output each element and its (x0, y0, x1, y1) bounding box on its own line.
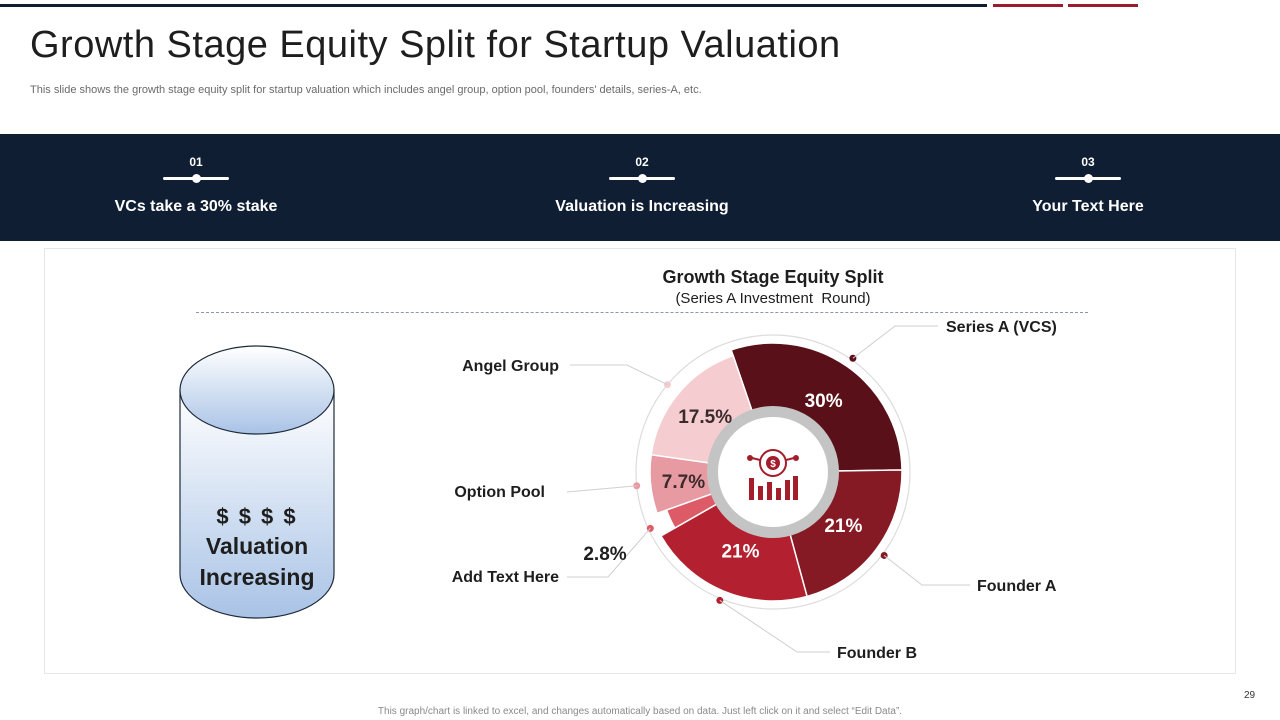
top-accent-bar-red (993, 4, 1063, 7)
chart-outer-ring (635, 334, 911, 610)
step-marker-dot (638, 174, 647, 183)
slice-category-label: Founder B (837, 645, 917, 662)
slice-value-label: 7.7% (662, 472, 705, 493)
cylinder-dollars: $ $ $ $ (216, 504, 298, 529)
step-label: Valuation is Increasing (555, 198, 729, 215)
slice-value-label: 21% (824, 516, 862, 537)
step-marker-dot (192, 174, 201, 183)
page-title: Growth Stage Equity Split for Startup Va… (30, 24, 841, 66)
leader-line (852, 325, 938, 359)
slice-value-label: 17.5% (678, 407, 732, 428)
slice-value-label: 30% (805, 391, 843, 412)
step-number: 02 (635, 155, 649, 169)
step-label: Your Text Here (1032, 198, 1144, 215)
leader-line (570, 364, 668, 386)
chart-title: Growth Stage Equity Split (662, 267, 883, 287)
timeline-dashed-line (196, 312, 1088, 313)
cylinder-line-2: Increasing (199, 564, 315, 590)
step-label: VCs take a 30% stake (114, 198, 278, 215)
chart-subtitle: (Series A Investment Round) (675, 290, 870, 307)
leader-line (883, 555, 970, 586)
slice-category-label: Series A (VCS) (946, 319, 1057, 336)
top-accent-bar-navy (0, 4, 987, 7)
money-growth-chart-icon: $ (747, 449, 799, 500)
leader-line (567, 528, 651, 578)
content-panel (44, 248, 1236, 674)
slice-category-label: Angel Group (462, 358, 559, 375)
step-number: 03 (1081, 155, 1095, 169)
step-number: 01 (189, 155, 203, 169)
page-subtitle: This slide shows the growth stage equity… (30, 84, 702, 96)
slice-category-label: Option Pool (454, 484, 545, 501)
timeline-band: 01 VCs take a 30% stake 02 Valuation is … (0, 134, 1280, 313)
top-accent-bar-red (1068, 4, 1138, 7)
step-marker-dot (1084, 174, 1093, 183)
cylinder-text: $ $ $ $ Valuation Increasing (178, 504, 336, 592)
slice-category-label: Add Text Here (452, 569, 559, 586)
valuation-cylinder (179, 345, 335, 619)
footer-note: This graph/chart is linked to excel, and… (377, 706, 903, 717)
leader-line (719, 600, 830, 653)
cylinder-line-1: Valuation (205, 533, 309, 559)
page-number: 29 (1244, 690, 1256, 701)
slice-value-label: 21% (721, 542, 759, 563)
slice-value-label: 2.8% (583, 544, 626, 565)
center-disc (718, 417, 828, 527)
svg-text:$: $ (770, 459, 776, 470)
leader-line (566, 485, 637, 493)
slice-category-label: Founder A (977, 578, 1057, 595)
